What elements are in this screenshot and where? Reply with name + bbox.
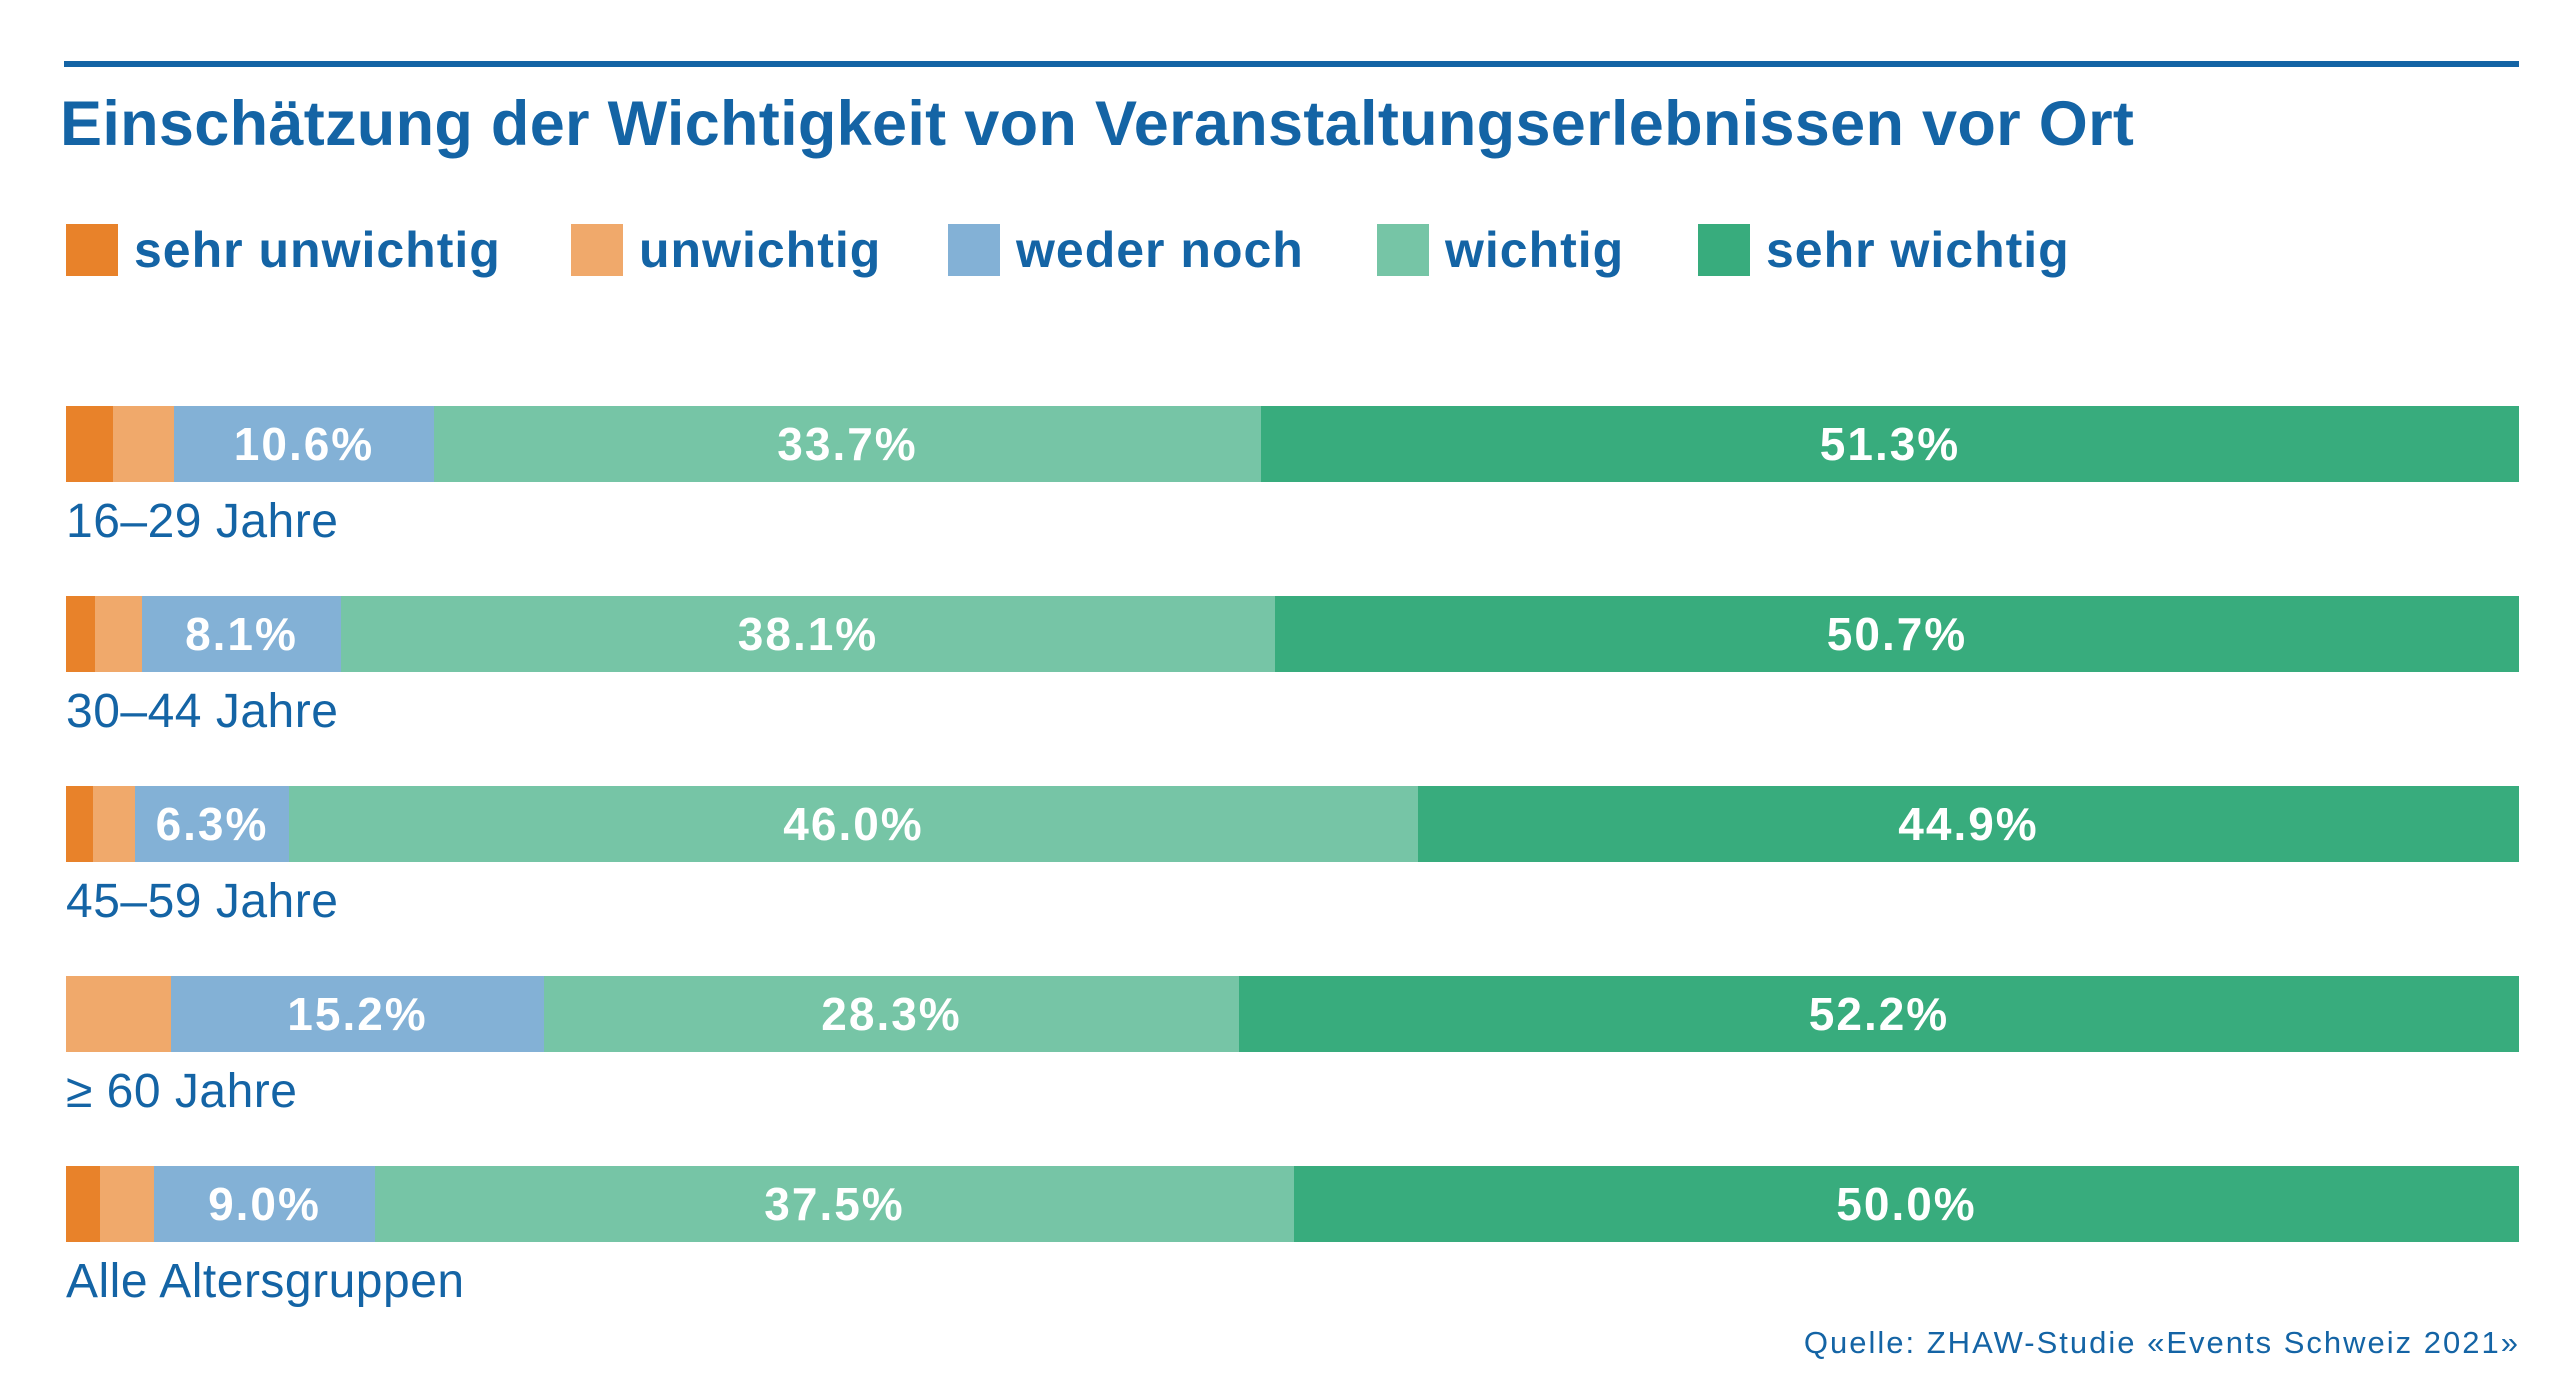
bar-segment-sehr-wichtig: 50.0% [1294,1166,2519,1242]
data-label: 46.0% [783,798,924,850]
stacked-bar: 15.2% 28.3% 52.2% [66,976,2519,1052]
legend-label-sehr-wichtig: sehr wichtig [1766,222,2070,278]
data-label: 28.3% [821,988,962,1040]
legend-item-wichtig: wichtig [1377,222,1624,278]
data-label: 51.3% [1819,418,1961,470]
bar-segment-wichtig: 28.3% [544,976,1239,1052]
category-label: ≥ 60 Jahre [66,1065,298,1118]
legend-label-wichtig: wichtig [1445,222,1625,278]
data-label: 9.0% [208,1178,321,1230]
legend-item-unwichtig: unwichtig [571,222,881,278]
bar-segment-sehr-wichtig: 50.7% [1275,596,2519,672]
data-label: 15.2% [287,988,428,1040]
bar-row: 10.6% 33.7% 51.3% 16–29 Jahre [66,406,2519,566]
bar-segment-unwichtig [66,976,171,1052]
data-label: 6.3% [155,798,269,850]
bar-segment-wichtig: 38.1% [341,596,1275,672]
bar-segment-sehr-unwichtig [66,1166,100,1242]
legend-label-unwichtig: unwichtig [639,222,882,278]
data-label: 10.6% [233,418,375,470]
bar-row: 15.2% 28.3% 52.2% ≥ 60 Jahre [66,976,2519,1136]
data-label: 50.7% [1826,608,1968,660]
bar-segment-weder-noch: 6.3% [135,786,289,862]
bar-segment-wichtig: 33.7% [434,406,1261,482]
legend-swatch-weder-noch [948,224,1000,276]
stacked-bar: 6.3% 46.0% 44.9% [66,786,2519,862]
category-label: 45–59 Jahre [66,875,339,928]
chart-title: Einschätzung der Wichtigkeit von Veranst… [60,89,2135,159]
bar-segment-sehr-wichtig: 44.9% [1418,786,2519,862]
legend-item-sehr-unwichtig: sehr unwichtig [66,222,501,278]
bar-row: 8.1% 38.1% 50.7% 30–44 Jahre [66,596,2519,756]
data-label: 52.2% [1808,988,1950,1040]
legend-item-sehr-wichtig: sehr wichtig [1698,222,2070,278]
data-label: 38.1% [737,608,879,660]
bar-segment-weder-noch: 9.0% [154,1166,375,1242]
bar-segment-weder-noch: 15.2% [171,976,544,1052]
bar-segment-unwichtig [100,1166,154,1242]
data-label: 8.1% [185,608,298,660]
data-label: 37.5% [764,1178,905,1230]
legend-item-weder-noch: weder noch [948,222,1304,278]
bar-segment-sehr-unwichtig [66,786,93,862]
data-label: 50.0% [1836,1178,1977,1230]
title-rule [64,61,2519,67]
category-label: 16–29 Jahre [66,495,339,548]
data-label: 33.7% [777,418,918,470]
bar-segment-weder-noch: 10.6% [174,406,434,482]
stacked-bar: 10.6% 33.7% 51.3% [66,406,2519,482]
legend-swatch-sehr-wichtig [1698,224,1750,276]
legend-swatch-wichtig [1377,224,1429,276]
legend-swatch-sehr-unwichtig [66,224,118,276]
bar-segment-unwichtig [95,596,142,672]
bar-row: 9.0% 37.5% 50.0% Alle Altersgruppen [66,1166,2519,1326]
bar-segment-unwichtig [113,406,174,482]
stacked-bar: 8.1% 38.1% 50.7% [66,596,2519,672]
bar-segment-unwichtig [93,786,135,862]
bar-segment-wichtig: 46.0% [289,786,1418,862]
legend-label-weder-noch: weder noch [1016,222,1304,278]
bar-segment-wichtig: 37.5% [375,1166,1294,1242]
legend-label-sehr-unwichtig: sehr unwichtig [134,222,501,278]
data-label: 44.9% [1898,798,2039,850]
bar-segment-sehr-unwichtig [66,406,113,482]
bar-row: 6.3% 46.0% 44.9% 45–59 Jahre [66,786,2519,946]
bar-segment-sehr-wichtig: 52.2% [1239,976,2519,1052]
category-label: Alle Altersgruppen [66,1255,465,1308]
legend: sehr unwichtig unwichtig weder noch wich… [0,222,2560,282]
stacked-bar: 9.0% 37.5% 50.0% [66,1166,2519,1242]
bars-area: 10.6% 33.7% 51.3% 16–29 Jahre 8.1% 38.1% 50.7%… [66,0,2519,1400]
bar-segment-sehr-wichtig: 51.3% [1261,406,2519,482]
category-label: 30–44 Jahre [66,685,339,738]
legend-swatch-unwichtig [571,224,623,276]
source-note: Quelle: ZHAW-Studie «Events Schweiz 2021… [1803,1325,2520,1360]
bar-segment-weder-noch: 8.1% [142,596,341,672]
bar-segment-sehr-unwichtig [66,596,95,672]
